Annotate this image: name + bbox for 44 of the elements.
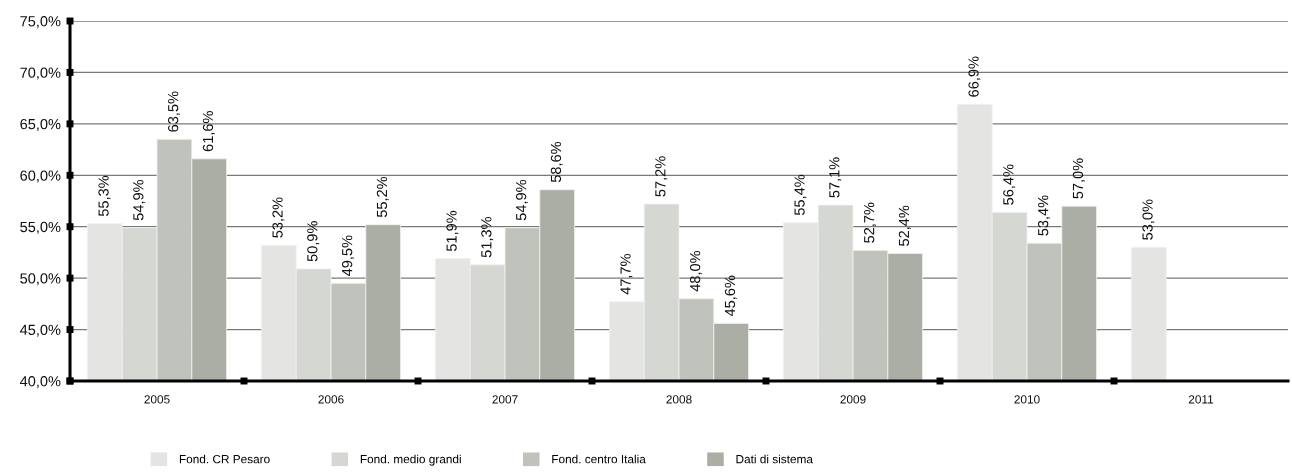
y-tick-label: 65,0%	[20, 118, 61, 132]
x-tick-label: 2005	[144, 395, 170, 404]
data-label: 57,2%	[655, 156, 668, 197]
data-label: 52,4%	[898, 205, 911, 246]
data-label: 51,9%	[446, 210, 459, 252]
y-tick-label: 55,0%	[20, 221, 61, 234]
data-label: 54,9%	[133, 179, 146, 221]
legend-label: Fond. medio grandi	[360, 454, 461, 466]
data-label: 47,7%	[620, 254, 633, 295]
data-label: 55,2%	[376, 176, 389, 218]
data-label: 52,7%	[863, 202, 877, 243]
data-label: 56,4%	[1003, 164, 1016, 205]
legend-label: Dati di sistema	[736, 454, 813, 464]
x-tick-label: 2010	[1014, 395, 1040, 404]
data-label: 49,5%	[341, 235, 355, 277]
legend-label: Fond. CR Pesaro	[179, 454, 270, 464]
data-label: 57,1%	[829, 157, 842, 198]
x-tick-label: 2011	[1188, 395, 1214, 404]
data-label: 57,0%	[1072, 158, 1085, 199]
data-label: 55,3%	[98, 175, 111, 217]
y-tick-label: 70,0%	[20, 67, 61, 80]
y-tick-label: 40,0%	[19, 376, 61, 389]
data-label: 66,9%	[968, 56, 981, 97]
data-label: 51,3%	[481, 217, 494, 258]
data-label: 58,6%	[550, 141, 563, 183]
data-label: 55,4%	[794, 174, 807, 216]
y-tick-label: 60,0%	[20, 170, 61, 183]
y-tick-label: 50,0%	[20, 273, 61, 286]
data-label: 50,9%	[307, 221, 320, 262]
x-tick-label: 2009	[840, 395, 866, 404]
y-tick-label: 75,0%	[20, 16, 61, 29]
data-label: 53,2%	[272, 197, 285, 238]
data-label: 45,6%	[724, 275, 737, 317]
x-tick-label: 2007	[492, 395, 518, 404]
data-label: 53,4%	[1037, 195, 1051, 236]
data-label: 54,9%	[515, 179, 529, 221]
data-label: 63,5%	[167, 91, 181, 132]
data-label: 61,6%	[202, 111, 215, 152]
data-label: 53,0%	[1142, 199, 1155, 240]
x-tick-label: 2008	[666, 395, 692, 404]
data-label: 48,0%	[689, 250, 703, 292]
x-tick-label: 2006	[318, 395, 344, 404]
legend-label: Fond. centro Italia	[552, 454, 646, 464]
y-tick-label: 45,0%	[19, 324, 61, 337]
